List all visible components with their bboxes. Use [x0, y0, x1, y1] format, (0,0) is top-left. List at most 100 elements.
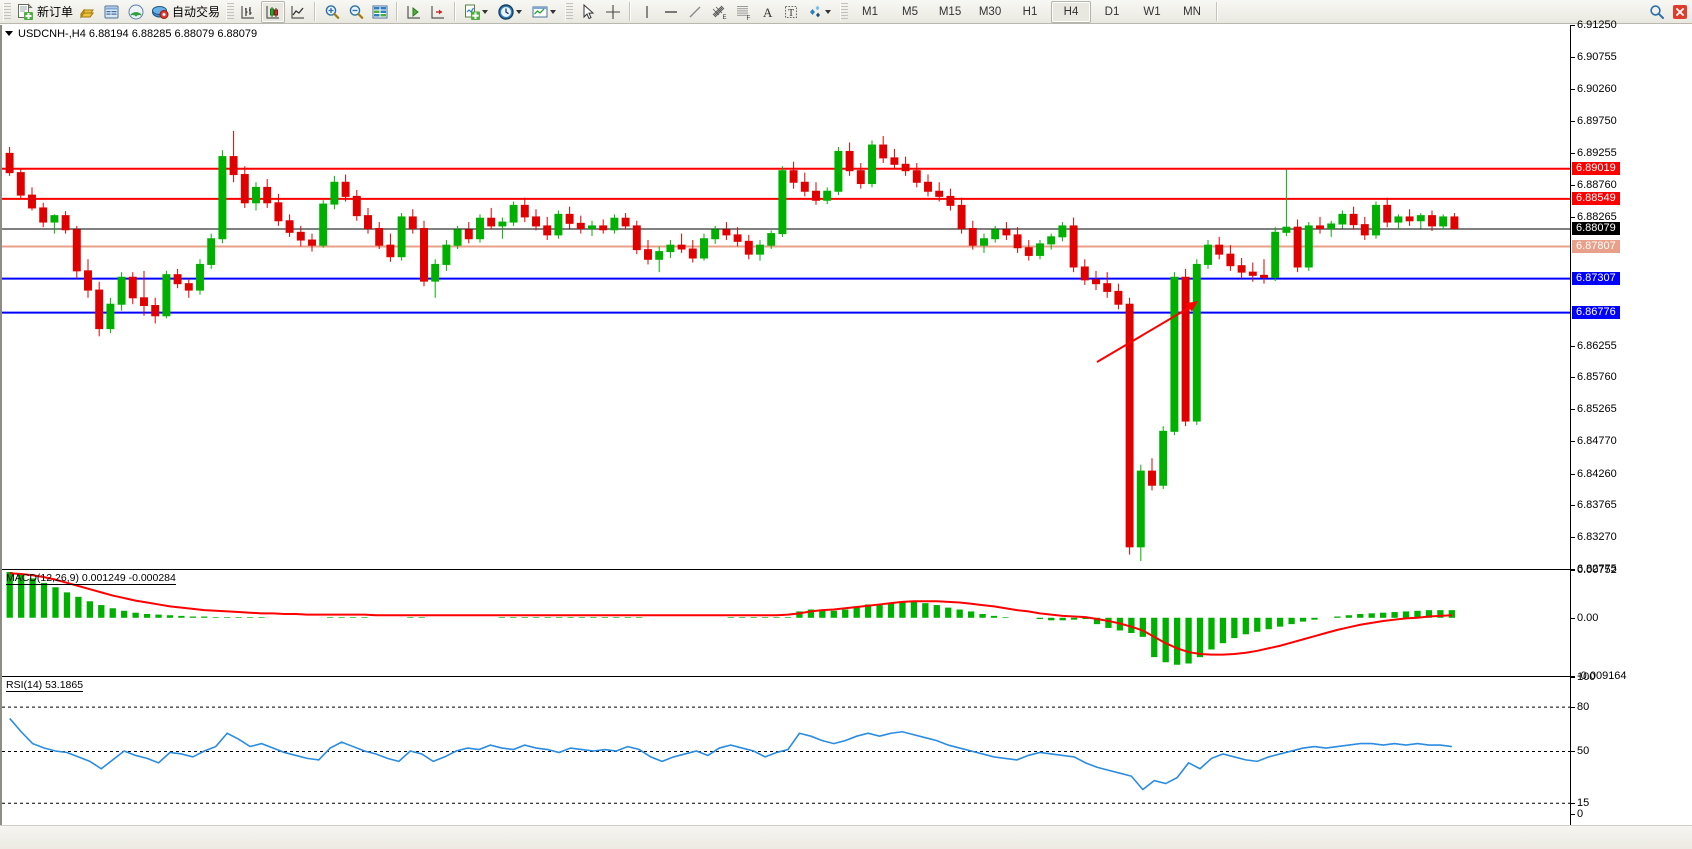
market-watch-icon — [103, 3, 121, 21]
chart-menu-icon[interactable] — [5, 31, 13, 36]
text-box-tool-button[interactable]: T — [779, 1, 803, 23]
timeframe-w1[interactable]: W1 — [1143, 5, 1161, 18]
svg-text:T: T — [788, 8, 794, 19]
timeframe-d1[interactable]: D1 — [1104, 5, 1120, 18]
price-tick: 6.85265 — [1571, 404, 1617, 415]
rsi-tick: 100 — [1571, 672, 1595, 683]
price-tag-support[interactable]: 6.86776 — [1572, 305, 1620, 319]
timeframe-mn[interactable]: MN — [1183, 5, 1201, 18]
auto-trading-icon — [151, 3, 169, 21]
timeframe-group[interactable]: M1 M5 M15 M30 H1 H4 D1 W1 MN — [850, 0, 1212, 23]
price-tag-resistance[interactable]: 6.89019 — [1572, 161, 1620, 175]
macd-tick: 0.00752 — [1571, 565, 1617, 576]
price-tick: 6.84260 — [1571, 468, 1617, 480]
toolbar-right-group[interactable] — [1648, 3, 1692, 21]
symbol-header[interactable]: USDCNH-,H4 6.88194 6.88285 6.88079 6.880… — [5, 27, 257, 40]
bar-chart-button[interactable] — [236, 1, 260, 23]
templates-icon — [531, 3, 549, 21]
price-tag-last-price[interactable]: 6.88079 — [1572, 222, 1620, 236]
timeframe-h1[interactable]: H1 — [1022, 5, 1038, 18]
toolbar-separator-2 — [396, 2, 399, 21]
chevron-down-icon-4[interactable] — [825, 9, 832, 14]
new-order-label: 新订单 — [37, 5, 74, 19]
svg-text:F: F — [747, 16, 751, 21]
text-label-tool-button[interactable]: A — [755, 1, 779, 23]
price-tag-mid[interactable]: 6.87807 — [1572, 239, 1620, 253]
vertical-line-tool-button[interactable] — [635, 1, 659, 23]
shapes-tool-button[interactable] — [803, 1, 837, 23]
price-tick: 6.84770 — [1571, 435, 1617, 447]
auto-trading-button[interactable]: 自动交易 — [148, 1, 223, 23]
market-watch-button[interactable] — [100, 1, 124, 23]
equidistant-channel-tool-button[interactable]: E — [707, 1, 731, 23]
candlestick-chart-icon — [264, 3, 282, 21]
zoom-out-button[interactable] — [344, 1, 368, 23]
macd-plot[interactable] — [2, 570, 1570, 676]
rsi-tick: 0 — [1571, 809, 1583, 820]
crosshair-tool-button[interactable] — [601, 1, 625, 23]
timeframe-m30[interactable]: M30 — [978, 5, 1002, 18]
price-tick: 6.89750 — [1571, 116, 1617, 127]
new-order-button[interactable]: 新订单 — [13, 1, 76, 23]
expert-advisors-button[interactable] — [76, 1, 100, 23]
price-tag-resistance[interactable]: 6.88549 — [1572, 191, 1620, 205]
timeframe-m15[interactable]: M15 — [938, 5, 962, 18]
search-icon[interactable] — [1648, 3, 1666, 21]
chart-shift-button[interactable] — [426, 1, 450, 23]
new-chart-icon — [463, 3, 481, 21]
timeframe-m5[interactable]: M5 — [902, 5, 919, 18]
zoom-in-icon — [323, 3, 341, 21]
chart-tools-grip[interactable] — [226, 2, 235, 21]
price-tick: 6.88265 — [1571, 211, 1617, 223]
horizontal-line-icon — [662, 3, 680, 21]
draw-tools-grip[interactable] — [565, 2, 574, 21]
rsi-label: RSI(14) 53.1865 — [6, 679, 84, 692]
auto-scroll-icon — [405, 3, 423, 21]
period-button[interactable] — [494, 1, 528, 23]
navigator-button[interactable] — [124, 1, 148, 23]
timeframe-m1[interactable]: M1 — [862, 5, 879, 18]
symbol-header-label: USDCNH-,H4 6.88194 6.88285 6.88079 6.880… — [18, 27, 258, 40]
price-tag-support[interactable]: 6.87307 — [1572, 271, 1620, 285]
timeframes-grip[interactable] — [840, 2, 849, 21]
toolbar-separator-3 — [454, 2, 457, 21]
main-toolbar[interactable]: 新订单 — [0, 0, 1692, 24]
fibonacci-tool-button[interactable]: F — [731, 1, 755, 23]
auto-trading-label: 自动交易 — [172, 5, 221, 19]
data-window-button[interactable] — [368, 1, 392, 23]
zoom-in-button[interactable] — [320, 1, 344, 23]
svg-text:E: E — [723, 15, 727, 21]
price-scale[interactable]: 6.91250 6.90755 6.90260 6.89750 6.89255 6.887… — [1570, 20, 1692, 825]
trendline-tool-button[interactable] — [683, 1, 707, 23]
auto-scroll-button[interactable] — [402, 1, 426, 23]
horizontal-line-tool-button[interactable] — [659, 1, 683, 23]
price-tick: 6.86255 — [1571, 340, 1617, 352]
chevron-down-icon-2[interactable] — [516, 9, 523, 14]
price-tick: 6.83270 — [1571, 532, 1617, 543]
candlestick-plot[interactable] — [2, 25, 1570, 569]
rsi-tick: 15 — [1571, 797, 1589, 809]
templates-button[interactable] — [528, 1, 562, 23]
toolbar-grip[interactable] — [3, 2, 11, 21]
macd-tick: -0.009164 — [1571, 671, 1627, 682]
price-pane[interactable]: USDCNH-,H4 6.88194 6.88285 6.88079 6.880… — [2, 25, 1570, 570]
text-box-icon: T — [782, 3, 800, 21]
status-bar — [0, 825, 1692, 849]
new-chart-button[interactable] — [460, 1, 494, 23]
cursor-icon — [579, 3, 597, 21]
price-tick: 6.88760 — [1571, 179, 1617, 191]
cursor-tool-button[interactable] — [576, 2, 600, 22]
price-tick: 6.83765 — [1571, 500, 1617, 511]
chevron-down-icon[interactable] — [482, 9, 489, 14]
timeframe-h4[interactable]: H4 — [1051, 0, 1092, 23]
rsi-pane[interactable]: RSI(14) 53.1865 — [2, 677, 1570, 826]
close-window-icon[interactable] — [1672, 4, 1688, 20]
macd-pane[interactable]: MACD(12,26,9) 0.001249 -0.000284 — [2, 570, 1570, 677]
chevron-down-icon-3[interactable] — [550, 9, 557, 14]
rsi-plot[interactable] — [2, 677, 1570, 825]
macd-label: MACD(12,26,9) 0.001249 -0.000284 — [6, 572, 176, 585]
chart-area[interactable]: USDCNH-,H4 6.88194 6.88285 6.88079 6.880… — [0, 20, 1692, 848]
channel-icon: E — [710, 3, 728, 21]
line-chart-button[interactable] — [286, 1, 310, 23]
candlestick-chart-button[interactable] — [261, 0, 286, 23]
